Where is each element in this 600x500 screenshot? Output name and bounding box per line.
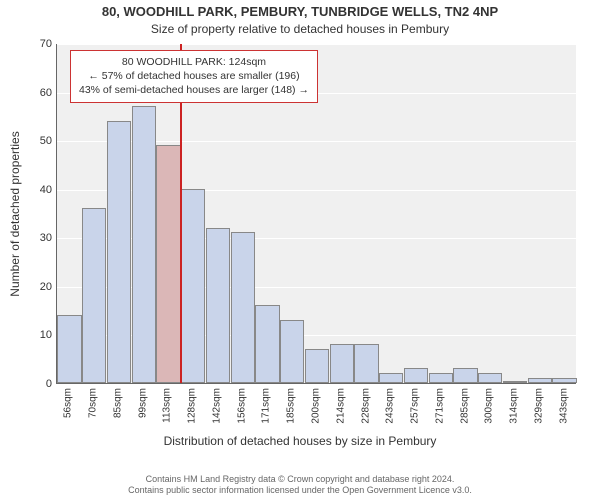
xtick-label: 56sqm xyxy=(63,388,74,418)
annotation-line-1: 80 WOODHILL PARK: 124sqm xyxy=(79,55,309,69)
histogram-bar xyxy=(552,378,576,383)
histogram-bar xyxy=(354,344,378,383)
histogram-bar xyxy=(305,349,329,383)
xtick-label: 343sqm xyxy=(558,388,569,424)
ytick-label: 20 xyxy=(22,281,52,293)
histogram-bar xyxy=(206,228,230,383)
histogram-bar xyxy=(107,121,131,383)
gridline-h xyxy=(57,44,576,45)
xtick-label: 156sqm xyxy=(236,388,247,424)
annotation-line-3: 43% of semi-detached houses are larger (… xyxy=(79,83,309,97)
xtick-label: 329sqm xyxy=(533,388,544,424)
histogram-bar xyxy=(503,381,527,383)
histogram-bar xyxy=(132,106,156,383)
histogram-bar xyxy=(453,368,477,383)
attribution: Contains HM Land Registry data © Crown c… xyxy=(0,474,600,497)
attribution-line-1: Contains HM Land Registry data © Crown c… xyxy=(0,474,600,485)
ytick-label: 40 xyxy=(22,184,52,196)
histogram-bar xyxy=(156,145,180,383)
histogram-chart: 80, WOODHILL PARK, PEMBURY, TUNBRIDGE WE… xyxy=(0,0,600,500)
xtick-label: 185sqm xyxy=(286,388,297,424)
xtick-label: 214sqm xyxy=(335,388,346,424)
ytick-label: 70 xyxy=(22,38,52,50)
histogram-bar xyxy=(181,189,205,383)
histogram-bar xyxy=(429,373,453,383)
xtick-label: 99sqm xyxy=(137,388,148,418)
histogram-bar xyxy=(379,373,403,383)
xtick-label: 228sqm xyxy=(360,388,371,424)
ytick-label: 10 xyxy=(22,329,52,341)
histogram-bar xyxy=(330,344,354,383)
histogram-bar xyxy=(255,305,279,383)
ytick-label: 60 xyxy=(22,87,52,99)
xtick-label: 314sqm xyxy=(509,388,520,424)
xtick-label: 271sqm xyxy=(434,388,445,424)
xtick-label: 285sqm xyxy=(459,388,470,424)
histogram-bar xyxy=(528,378,552,383)
histogram-bar xyxy=(231,232,255,383)
xtick-label: 200sqm xyxy=(311,388,322,424)
y-axis-label: Number of detached properties xyxy=(8,44,22,384)
x-axis-label: Distribution of detached houses by size … xyxy=(0,434,600,448)
chart-title-sub: Size of property relative to detached ho… xyxy=(0,22,600,36)
xtick-label: 300sqm xyxy=(484,388,495,424)
xtick-label: 128sqm xyxy=(187,388,198,424)
xtick-label: 85sqm xyxy=(112,388,123,418)
xtick-label: 171sqm xyxy=(261,388,272,424)
xtick-label: 257sqm xyxy=(410,388,421,424)
annotation-line-2: ← 57% of detached houses are smaller (19… xyxy=(79,69,309,83)
histogram-bar xyxy=(404,368,428,383)
attribution-line-2: Contains public sector information licen… xyxy=(0,485,600,496)
xtick-label: 70sqm xyxy=(88,388,99,418)
xtick-label: 142sqm xyxy=(211,388,222,424)
annotation-box: 80 WOODHILL PARK: 124sqm ← 57% of detach… xyxy=(70,50,318,103)
xtick-label: 243sqm xyxy=(385,388,396,424)
histogram-bar xyxy=(478,373,502,383)
ytick-label: 50 xyxy=(22,135,52,147)
xtick-label: 113sqm xyxy=(162,388,173,423)
histogram-bar xyxy=(82,208,106,383)
chart-title-main: 80, WOODHILL PARK, PEMBURY, TUNBRIDGE WE… xyxy=(0,4,600,19)
ytick-label: 0 xyxy=(22,378,52,390)
histogram-bar xyxy=(280,320,304,383)
ytick-label: 30 xyxy=(22,232,52,244)
histogram-bar xyxy=(57,315,81,383)
